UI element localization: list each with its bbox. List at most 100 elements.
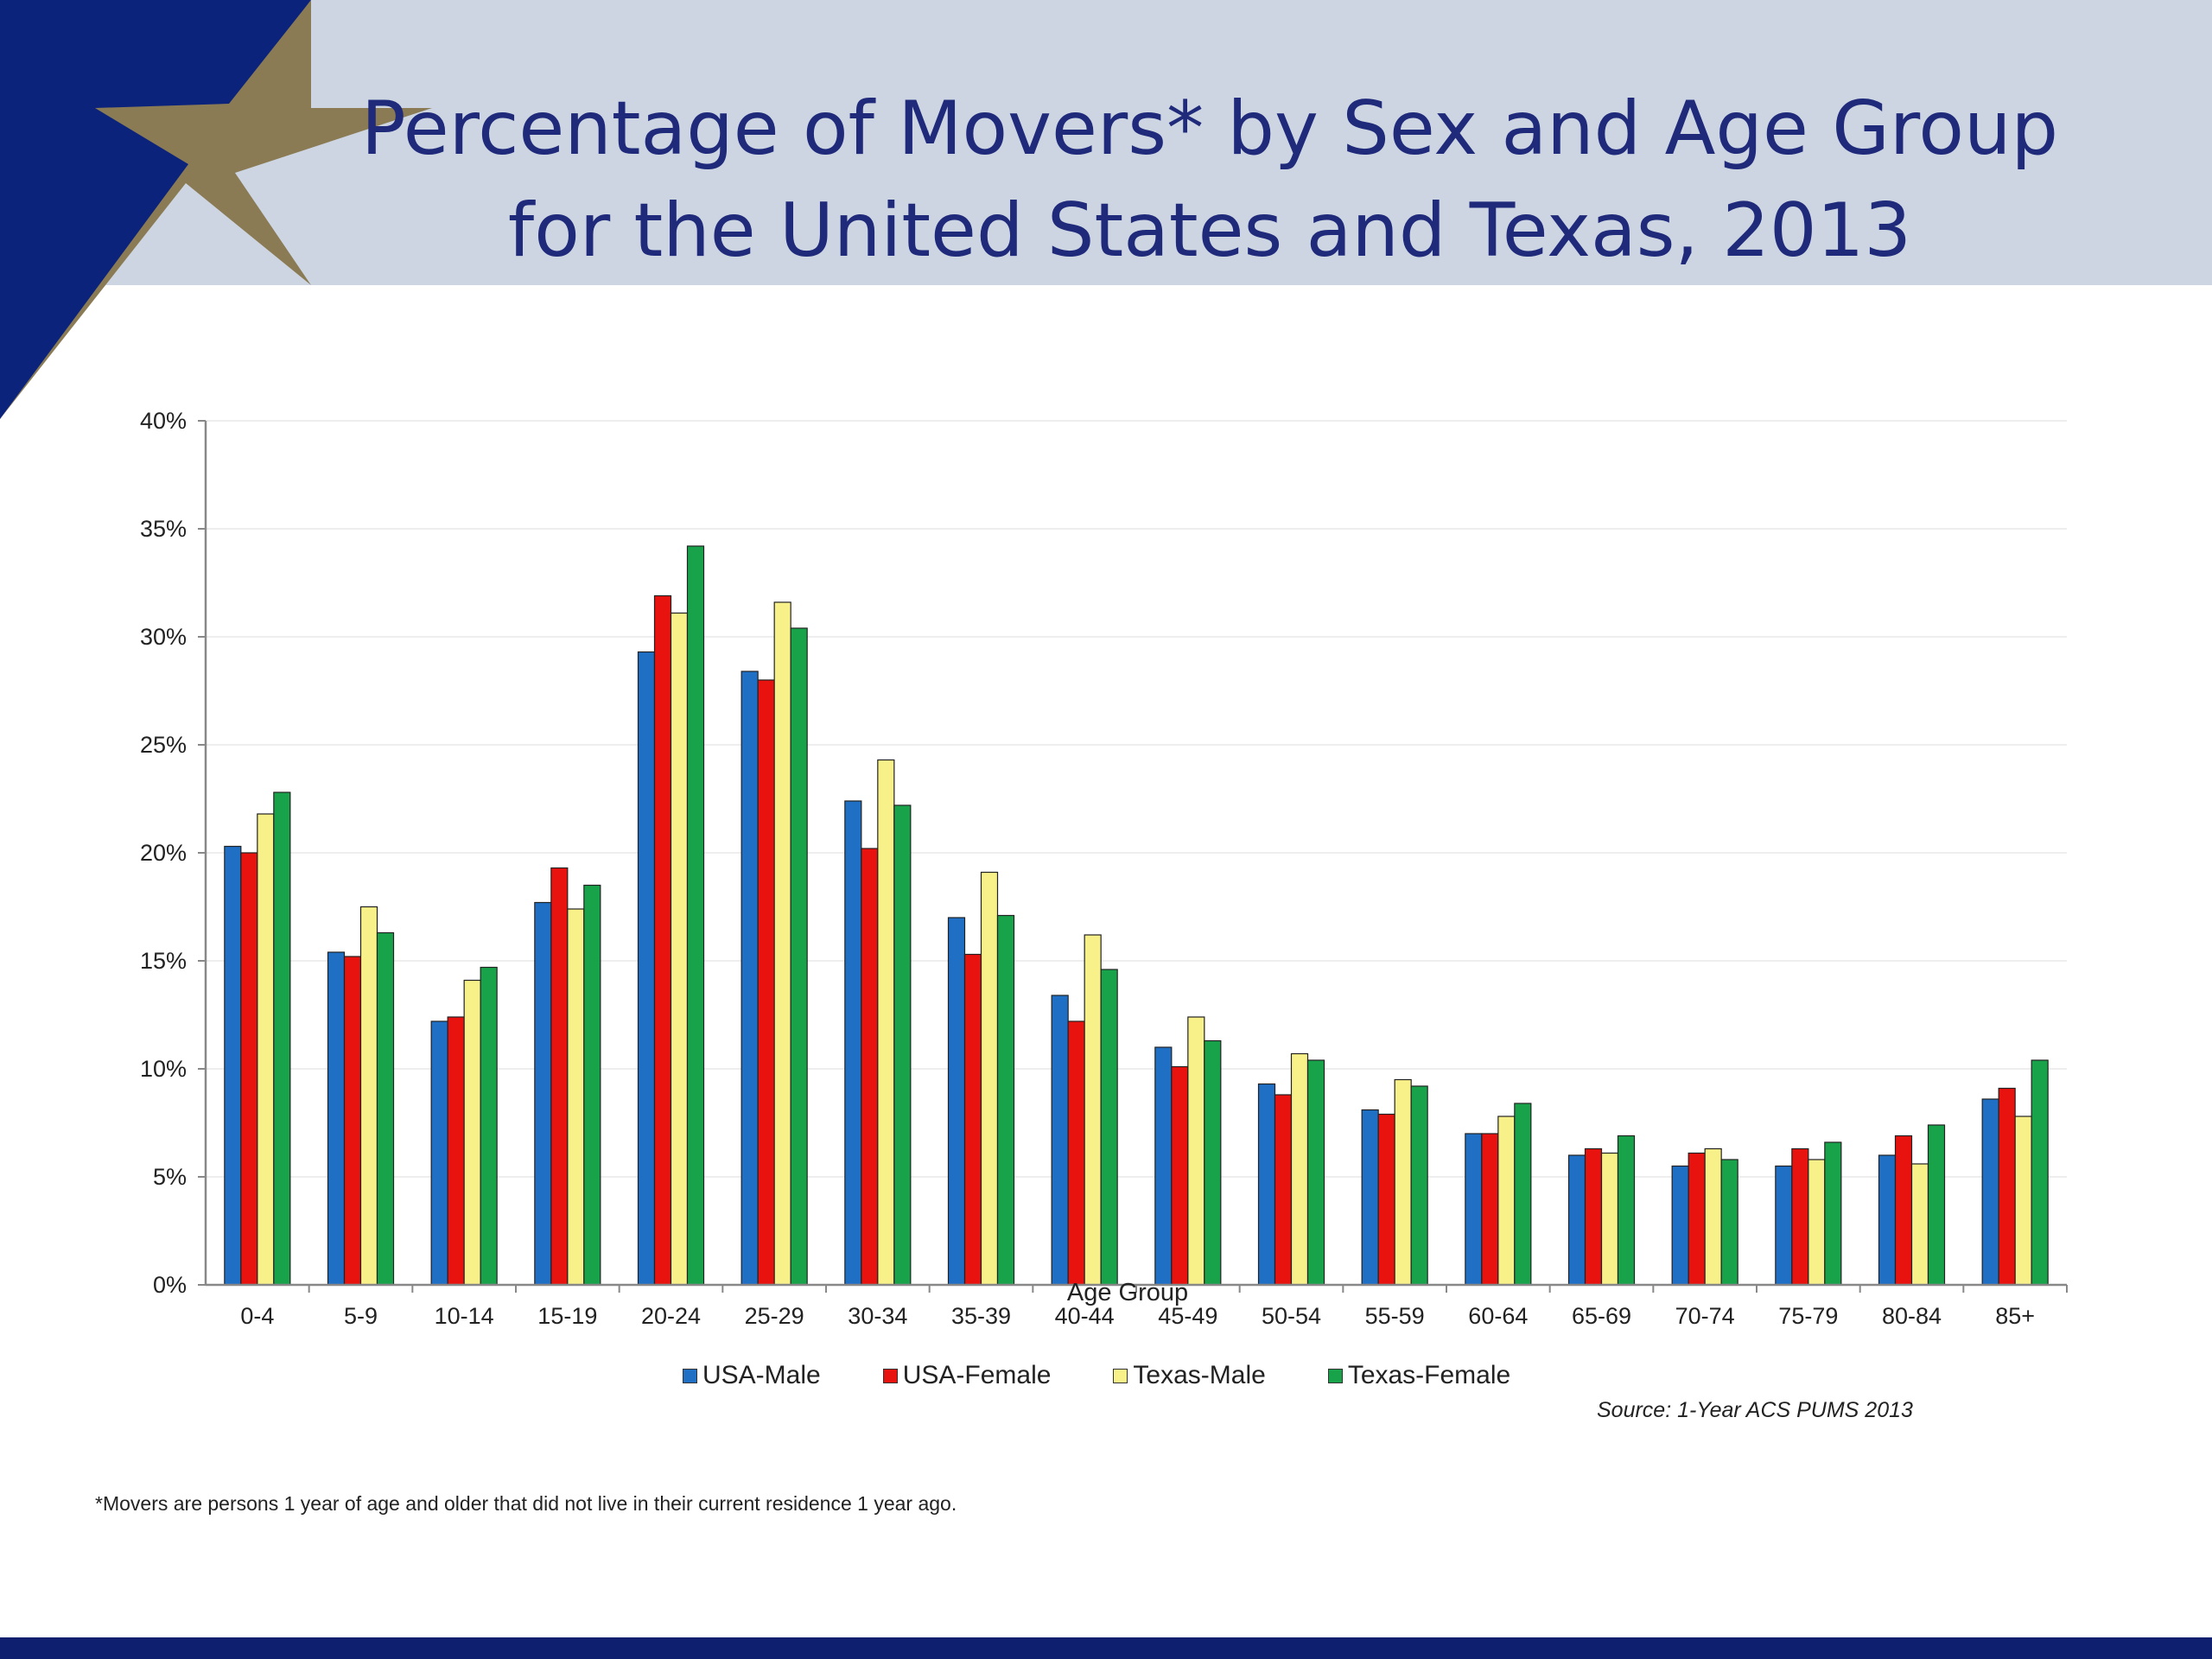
- y-tick-label: 5%: [153, 1164, 187, 1190]
- bar-usa-male: [1465, 1133, 1483, 1286]
- bar-usa-female: [1171, 1065, 1189, 1286]
- bar-usa-female: [343, 956, 362, 1286]
- y-tick-label: 20%: [140, 840, 187, 866]
- bar-texas-female: [1306, 1059, 1325, 1286]
- bar-usa-female: [1274, 1094, 1293, 1286]
- bar-texas-female: [1824, 1141, 1842, 1286]
- bar-chart: 0% 5% 10% 15% 20% 25% 30% 35% 40% 0-4 5-9 10-14 15-1…: [140, 408, 2068, 1329]
- bar-usa-female: [963, 953, 982, 1286]
- bottom-bar: [0, 1637, 2212, 1659]
- slide-title: Percentage of Movers* by Sex and Age Gro…: [311, 78, 2108, 282]
- y-tick-label: 25%: [140, 732, 187, 758]
- bar-usa-male: [844, 800, 862, 1286]
- bar-texas-female: [1927, 1124, 1946, 1286]
- y-tick-label: 40%: [140, 408, 187, 434]
- bar-texas-female: [996, 914, 1015, 1286]
- bars: [224, 545, 2049, 1286]
- bar-texas-female: [2031, 1059, 2049, 1286]
- x-tick-label: 65-69: [1572, 1303, 1631, 1329]
- bar-usa-female: [550, 867, 569, 1286]
- bar-usa-female: [861, 848, 879, 1286]
- bar-texas-male: [1290, 1052, 1309, 1286]
- bar-usa-male: [1567, 1154, 1586, 1286]
- x-tick-label: 10-14: [435, 1303, 494, 1329]
- bar-texas-male: [463, 979, 481, 1286]
- bar-usa-female: [1481, 1133, 1499, 1286]
- legend-label: USA-Female: [902, 1361, 1052, 1389]
- bar-texas-female: [273, 791, 291, 1286]
- legend-label: USA-Male: [702, 1361, 821, 1389]
- bar-texas-female: [1410, 1085, 1428, 1286]
- x-tick-label: 45-49: [1158, 1303, 1217, 1329]
- bar-texas-male: [359, 906, 378, 1286]
- footnote: *Movers are persons 1 year of age and ol…: [95, 1492, 957, 1515]
- x-tick-label: 35-39: [951, 1303, 1011, 1329]
- y-tick-label: 15%: [140, 948, 187, 974]
- x-tick-label: 30-34: [848, 1303, 907, 1329]
- bar-texas-female: [480, 966, 498, 1286]
- x-tick-label: 85+: [1995, 1303, 2035, 1329]
- bar-texas-male: [1704, 1147, 1722, 1286]
- bar-texas-male: [877, 759, 895, 1286]
- bar-usa-male: [1671, 1165, 1689, 1286]
- bar-usa-female: [240, 852, 258, 1286]
- x-tick-label: 70-74: [1675, 1303, 1735, 1329]
- bar-texas-female: [1100, 969, 1118, 1286]
- chart-legend: USA-Male USA-Female Texas-Male Texas-Female: [683, 1361, 1510, 1390]
- bar-usa-male: [224, 845, 242, 1286]
- bar-usa-male: [1051, 995, 1069, 1286]
- legend-item: Texas-Female: [1327, 1361, 1511, 1390]
- bar-texas-male: [567, 908, 585, 1286]
- bar-usa-male: [1981, 1098, 1999, 1286]
- bar-texas-female: [1617, 1135, 1636, 1286]
- bar-usa-male: [947, 917, 966, 1286]
- bar-texas-female: [583, 884, 601, 1286]
- star-corner-graphic: [0, 0, 432, 419]
- header-band: [0, 0, 2212, 285]
- bar-texas-male: [1808, 1159, 1826, 1286]
- x-tick-label: 0-4: [240, 1303, 274, 1329]
- bar-texas-male: [1497, 1116, 1516, 1286]
- x-tick-label: 55-59: [1365, 1303, 1425, 1329]
- bar-texas-female: [1514, 1103, 1532, 1286]
- legend-swatch: [683, 1368, 697, 1383]
- legend-label: Texas-Female: [1347, 1361, 1511, 1389]
- bar-usa-female: [1791, 1147, 1809, 1286]
- bar-texas-male: [980, 871, 999, 1286]
- x-tick-label: 75-79: [1778, 1303, 1838, 1329]
- bar-usa-male: [1775, 1165, 1793, 1286]
- bar-texas-female: [376, 931, 395, 1286]
- bar-usa-male: [1878, 1154, 1897, 1286]
- bar-texas-male: [257, 813, 275, 1286]
- bar-usa-female: [447, 1016, 465, 1286]
- bar-texas-male: [1187, 1016, 1205, 1286]
- x-tick-label: 50-54: [1262, 1303, 1321, 1329]
- bar-usa-female: [1377, 1113, 1395, 1286]
- x-tick-label: 80-84: [1882, 1303, 1942, 1329]
- bar-usa-male: [637, 651, 656, 1286]
- bar-texas-male: [1910, 1163, 1929, 1286]
- y-tick-label: 10%: [140, 1056, 187, 1082]
- axes: 0% 5% 10% 15% 20% 25% 30% 35% 40% 0-4 5-9 10-14 15-1…: [140, 408, 2068, 1329]
- gridlines: [206, 420, 2067, 1178]
- x-tick-label: 15-19: [537, 1303, 597, 1329]
- bar-usa-female: [1998, 1087, 2016, 1286]
- x-tick-label: 5-9: [344, 1303, 378, 1329]
- bar-usa-male: [1154, 1046, 1173, 1286]
- bar-texas-female: [686, 545, 705, 1286]
- bar-usa-female: [1584, 1147, 1603, 1286]
- bar-usa-male: [327, 951, 346, 1286]
- bar-usa-male: [1257, 1083, 1276, 1286]
- bar-texas-female: [1204, 1039, 1222, 1286]
- x-tick-label: 25-29: [745, 1303, 804, 1329]
- y-tick-label: 0%: [153, 1272, 187, 1298]
- x-tick-label: 60-64: [1468, 1303, 1528, 1329]
- bar-usa-female: [757, 679, 775, 1286]
- legend-item: Texas-Male: [1113, 1361, 1266, 1390]
- bar-texas-male: [1084, 934, 1102, 1286]
- bar-usa-female: [1894, 1135, 1913, 1286]
- bar-usa-female: [1067, 1020, 1085, 1286]
- bar-usa-male: [1361, 1109, 1379, 1286]
- bar-usa-female: [653, 594, 672, 1286]
- bar-texas-male: [773, 601, 791, 1286]
